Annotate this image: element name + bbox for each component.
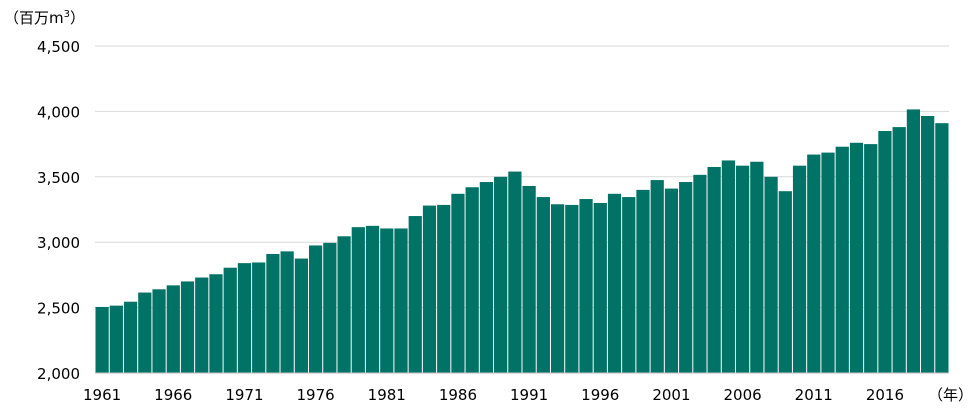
bar-2015 xyxy=(864,144,878,373)
bar-2018 xyxy=(906,109,921,373)
bar-1977 xyxy=(323,242,337,373)
y-tick-label: 2,000 xyxy=(37,365,80,383)
bar-2002 xyxy=(679,182,693,373)
x-tick-label: 2016 xyxy=(866,386,904,404)
bar-1988 xyxy=(479,182,494,373)
bar-2008 xyxy=(764,176,778,373)
bar-1992 xyxy=(536,197,550,373)
bar-2011 xyxy=(807,154,821,373)
bar-1984 xyxy=(422,205,437,373)
bar-1973 xyxy=(266,253,280,373)
y-axis-unit-text: （百万m xyxy=(4,9,64,27)
bar-1991 xyxy=(522,185,536,373)
bar-1982 xyxy=(394,228,408,373)
bar-1996 xyxy=(593,202,607,373)
bar-1986 xyxy=(451,193,465,373)
bar-1989 xyxy=(494,176,508,373)
x-tick-label: 1971 xyxy=(225,386,263,404)
bar-1968 xyxy=(195,277,209,373)
x-tick-label: 1991 xyxy=(510,386,548,404)
bar-1970 xyxy=(223,267,237,373)
y-tick-label: 4,000 xyxy=(37,103,80,121)
bar-2010 xyxy=(792,165,807,373)
x-tick-label: 1986 xyxy=(439,386,477,404)
bar-1990 xyxy=(508,171,522,373)
bar-2014 xyxy=(849,142,864,373)
bar-2009 xyxy=(778,191,792,373)
bar-1997 xyxy=(607,193,622,373)
bar-1963 xyxy=(123,301,138,373)
x-tick-label: 2001 xyxy=(652,386,690,404)
bar-1983 xyxy=(408,216,422,373)
bar-1972 xyxy=(252,262,266,373)
bar-1971 xyxy=(237,263,252,373)
x-tick-label: 2006 xyxy=(724,386,762,404)
bar-2007 xyxy=(750,161,764,373)
x-tick-labels: 1961 1966 1971 1976 1981 1986 1991 1996 2001 2006… xyxy=(83,386,904,404)
bar-2016 xyxy=(878,131,892,373)
x-tick-label: 1966 xyxy=(154,386,192,404)
bar-2013 xyxy=(835,146,849,373)
bar-2006 xyxy=(736,165,750,373)
bar-2020 xyxy=(935,123,949,373)
bar-2012 xyxy=(821,152,835,373)
bar-1998 xyxy=(622,197,636,373)
gridlines xyxy=(95,45,949,309)
x-tick-label: 1961 xyxy=(83,386,121,404)
bar-1995 xyxy=(579,199,593,373)
bar-1999 xyxy=(636,189,650,373)
bar-1987 xyxy=(465,187,479,373)
x-tick-label: 1996 xyxy=(581,386,619,404)
y-axis-unit-label: （百万m3） xyxy=(4,9,85,27)
bar-1962 xyxy=(109,305,123,373)
bar-1975 xyxy=(294,258,308,373)
bar-1981 xyxy=(380,228,394,373)
bar-1969 xyxy=(209,274,223,373)
x-tick-label: 1976 xyxy=(297,386,335,404)
y-tick-label: 3,000 xyxy=(37,234,80,252)
x-tick-label: 1981 xyxy=(368,386,406,404)
bar-2000 xyxy=(650,180,664,373)
bar-1966 xyxy=(166,285,180,373)
bar-1980 xyxy=(365,225,380,373)
bars xyxy=(95,109,949,373)
x-tick-label: 2011 xyxy=(795,386,833,404)
y-tick-label: 4,500 xyxy=(37,38,80,56)
bar-1967 xyxy=(180,281,195,373)
bar-1994 xyxy=(565,204,579,373)
y-axis-unit-close: ） xyxy=(70,9,85,27)
bar-2005 xyxy=(721,160,735,373)
y-axis-unit-superscript: 3 xyxy=(64,9,70,20)
bar-1978 xyxy=(337,236,351,373)
bar-1993 xyxy=(550,204,565,373)
bar-2004 xyxy=(707,166,721,373)
bar-1985 xyxy=(437,204,451,373)
y-tick-label: 2,500 xyxy=(37,300,80,318)
bar-2017 xyxy=(892,127,906,373)
bar-2003 xyxy=(693,174,707,373)
x-axis-unit-label: （年） xyxy=(928,386,973,404)
bar-2001 xyxy=(664,188,679,373)
bar-1965 xyxy=(152,289,166,373)
bar-1979 xyxy=(351,227,365,373)
bar-1974 xyxy=(280,251,294,373)
bar-1961 xyxy=(95,306,109,373)
bar-1976 xyxy=(309,245,323,373)
y-tick-label: 3,500 xyxy=(37,169,80,187)
bar-1964 xyxy=(138,292,152,373)
bar-2019 xyxy=(921,115,935,373)
y-tick-labels: 2,000 2,500 3,000 3,500 4,000 4,500 xyxy=(37,38,80,383)
